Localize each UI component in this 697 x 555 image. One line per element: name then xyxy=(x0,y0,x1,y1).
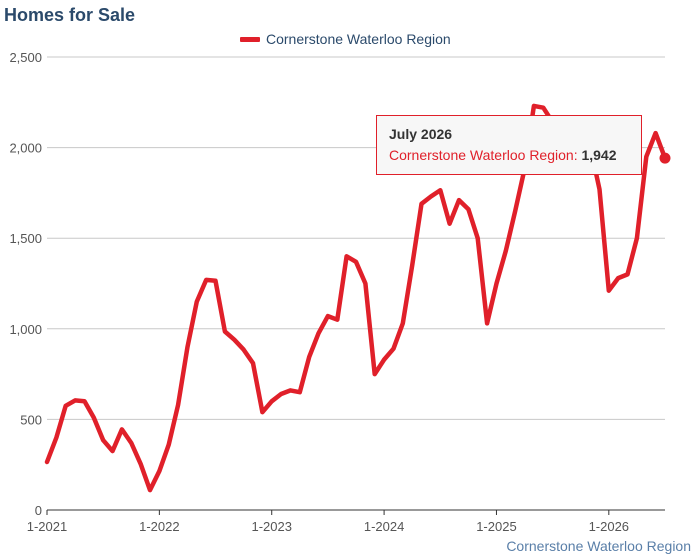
y-tick-label: 500 xyxy=(20,412,42,427)
tooltip: July 2026 Cornerstone Waterloo Region: 1… xyxy=(376,115,642,175)
tooltip-separator: : xyxy=(573,147,578,163)
legend-item[interactable]: Cornerstone Waterloo Region xyxy=(240,31,451,47)
tooltip-value: 1,942 xyxy=(581,147,617,163)
tooltip-series-label: Cornerstone Waterloo Region xyxy=(389,147,574,163)
x-tick-label: 1-2026 xyxy=(589,519,629,534)
x-tick-label: 1-2025 xyxy=(476,519,516,534)
x-tick-label: 1-2024 xyxy=(364,519,404,534)
y-tick-label: 0 xyxy=(35,503,42,518)
chart-title: Homes for Sale xyxy=(4,5,136,25)
x-tick-label: 1-2022 xyxy=(139,519,179,534)
x-tick-label: 1-2021 xyxy=(27,519,67,534)
y-tick-label: 2,500 xyxy=(9,50,42,65)
legend-swatch xyxy=(240,36,260,42)
y-tick-label: 1,500 xyxy=(9,231,42,246)
tooltip-date: July 2026 xyxy=(389,126,453,142)
y-tick-label: 1,000 xyxy=(9,322,42,337)
x-tick-label: 1-2023 xyxy=(251,519,291,534)
tooltip-row: Cornerstone Waterloo Region: 1,942 xyxy=(389,147,629,163)
y-tick-label: 2,000 xyxy=(9,141,42,156)
chart-credit: Cornerstone Waterloo Region xyxy=(506,538,691,554)
highlight-point xyxy=(659,152,671,164)
legend-label: Cornerstone Waterloo Region xyxy=(266,31,451,47)
